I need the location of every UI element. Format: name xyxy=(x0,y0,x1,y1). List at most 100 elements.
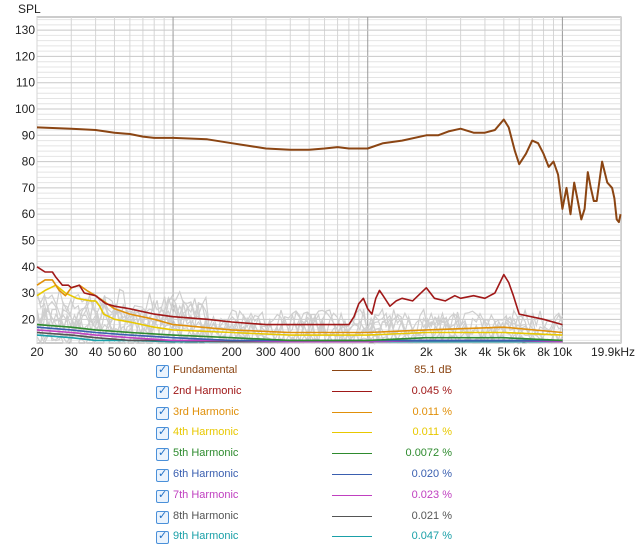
x-tick-label: 6k xyxy=(513,345,527,359)
legend-row: ✓ 6th Harmonic 0.020 % xyxy=(156,466,476,487)
5th-harmonic-line xyxy=(36,323,563,342)
legend-checkbox[interactable]: ✓ xyxy=(156,487,169,503)
2nd-harmonic-line xyxy=(36,266,563,326)
y-axis-label: SPL xyxy=(18,2,41,16)
y-tick-label: 100 xyxy=(15,102,35,116)
legend-label: 2nd Harmonic xyxy=(173,384,242,397)
x-tick-label: 300 xyxy=(256,345,276,359)
x-tick-label: 10k xyxy=(553,345,573,359)
legend-value: 0.0072 % xyxy=(405,447,452,460)
check-icon: ✓ xyxy=(158,508,168,522)
legend-row: ✓ 8th Harmonic 0.021 % xyxy=(156,508,476,529)
legend-row: ✓ 7th Harmonic 0.023 % xyxy=(156,487,476,508)
check-icon: ✓ xyxy=(158,446,168,460)
legend-row: ✓ 3rd Harmonic 0.011 % xyxy=(156,404,476,425)
y-tick-label: 50 xyxy=(22,233,36,247)
x-tick-label: 40 xyxy=(89,345,103,359)
legend-row: ✓ 9th Harmonic 0.047 % xyxy=(156,528,476,549)
y-tick-label: 20 xyxy=(22,312,36,326)
x-tick-label: 800 xyxy=(339,345,359,359)
x-tick-label: 8k xyxy=(537,345,551,359)
legend-swatch xyxy=(332,536,372,538)
legend-label: 7th Harmonic xyxy=(173,488,239,501)
x-tick-label: 50 xyxy=(108,345,122,359)
6th-harmonic-line xyxy=(36,326,563,342)
legend-checkbox[interactable]: ✓ xyxy=(156,508,169,524)
x-tick-label: 400 xyxy=(280,345,300,359)
y-tick-label: 30 xyxy=(22,286,36,300)
x-tick-label: 100 xyxy=(163,345,183,359)
y-axis: 20 30 40 50 60 70 80 90 100 110 120 130 xyxy=(15,23,35,326)
minor-grid xyxy=(36,17,622,343)
plot-area xyxy=(36,16,622,344)
legend-row: ✓ Fundamental 85.1 dB xyxy=(156,362,476,383)
legend-label: 9th Harmonic xyxy=(173,530,239,543)
x-tick-label: 4k xyxy=(479,345,493,359)
legend-label: 8th Harmonic xyxy=(173,509,239,522)
series-group xyxy=(36,118,622,343)
legend-swatch xyxy=(332,370,372,371)
check-icon: ✓ xyxy=(158,466,168,480)
legend-label: 3rd Harmonic xyxy=(173,405,240,418)
x-tick-label: 5k xyxy=(497,345,511,359)
y-tick-label: 40 xyxy=(22,260,36,274)
legend-value: 0.020 % xyxy=(411,467,452,480)
legend-checkbox[interactable]: ✓ xyxy=(156,404,169,420)
legend-swatch xyxy=(332,411,372,413)
legend-value: 0.011 % xyxy=(412,426,452,439)
legend-checkbox[interactable]: ✓ xyxy=(156,466,169,482)
x-tick-label: 200 xyxy=(222,345,242,359)
legend-checkbox[interactable]: ✓ xyxy=(156,425,169,441)
y-tick-label: 90 xyxy=(22,128,36,142)
x-axis: 20 30 40 50 60 80 100 200 300 400 600 800 1k 2k 3k 4k 5k… xyxy=(30,345,635,359)
legend-row: ✓ 2nd Harmonic 0.045 % xyxy=(156,383,476,404)
check-icon: ✓ xyxy=(158,487,168,501)
3rd-harmonic-line xyxy=(36,279,563,334)
y-tick-label: 70 xyxy=(22,181,36,195)
legend-value: 0.021 % xyxy=(411,509,452,522)
legend-row: ✓ 4th Harmonic 0.011 % xyxy=(156,424,476,445)
legend-swatch xyxy=(332,473,372,475)
legend-swatch xyxy=(332,432,372,434)
legend-swatch xyxy=(332,515,372,517)
legend: ✓ Fundamental 85.1 dB ✓ 2nd Harmonic 0.045 % ✓… xyxy=(156,362,476,549)
check-icon: ✓ xyxy=(158,529,168,543)
check-icon: ✓ xyxy=(158,425,168,439)
fundamental-line xyxy=(36,118,622,224)
x-tick-label: 600 xyxy=(315,345,335,359)
legend-checkbox[interactable]: ✓ xyxy=(156,529,169,545)
legend-label: 6th Harmonic xyxy=(173,467,239,480)
legend-value: 0.023 % xyxy=(411,488,452,501)
legend-checkbox[interactable]: ✓ xyxy=(156,363,169,378)
y-tick-label: 110 xyxy=(16,76,35,90)
legend-swatch xyxy=(332,453,372,455)
check-icon: ✓ xyxy=(158,363,168,376)
legend-checkbox[interactable]: ✓ xyxy=(156,383,169,399)
major-grid xyxy=(37,17,621,343)
y-tick-label: 60 xyxy=(22,207,36,221)
x-tick-label: 19.9kHz xyxy=(591,345,635,359)
x-tick-label: 30 xyxy=(65,345,79,359)
x-tick-label: 3k xyxy=(454,345,468,359)
check-icon: ✓ xyxy=(158,404,168,418)
legend-label: 5th Harmonic xyxy=(173,447,239,460)
4th-harmonic-line xyxy=(36,284,563,336)
legend-checkbox[interactable]: ✓ xyxy=(156,446,169,462)
y-tick-label: 80 xyxy=(22,155,36,169)
x-tick-label: 1k xyxy=(361,345,375,359)
legend-value: 0.047 % xyxy=(411,530,452,543)
y-tick-label: 120 xyxy=(15,49,35,63)
x-tick-label: 80 xyxy=(148,345,162,359)
x-tick-label: 20 xyxy=(30,345,44,359)
legend-value: 85.1 dB xyxy=(414,364,452,376)
check-icon: ✓ xyxy=(158,383,168,397)
y-tick-label: 130 xyxy=(15,23,35,37)
legend-label: Fundamental xyxy=(173,364,238,376)
x-tick-label: 2k xyxy=(420,345,434,359)
x-tick-label: 60 xyxy=(123,345,137,359)
noise-trace xyxy=(36,294,564,345)
legend-swatch xyxy=(332,390,372,392)
legend-value: 0.011 % xyxy=(412,405,452,418)
legend-row: ✓ 5th Harmonic 0.0072 % xyxy=(156,445,476,466)
